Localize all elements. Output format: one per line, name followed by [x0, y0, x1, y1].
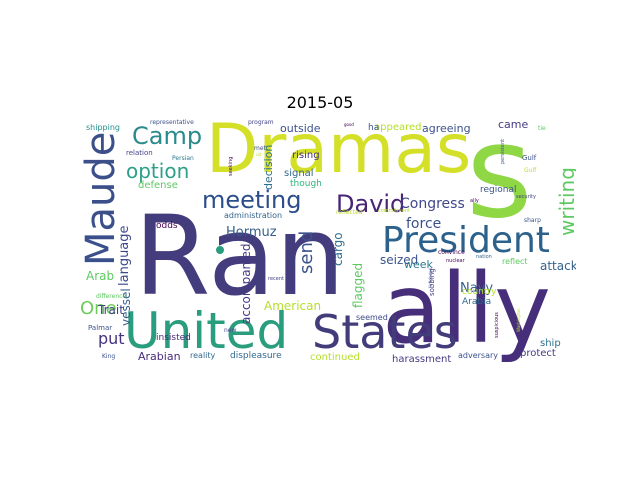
word-trait: Trait [97, 303, 124, 317]
word-new: new [224, 327, 236, 334]
word-outside: outside [280, 122, 321, 135]
word-signal: signal [284, 168, 314, 179]
word-recent: recent [268, 276, 284, 282]
word-ran: Ran [134, 192, 345, 320]
word-agreeing: agreeing [422, 122, 471, 135]
word-good: good [344, 122, 354, 127]
word-came: came [498, 118, 529, 131]
word-protect: protect [520, 348, 556, 359]
word-difference: difference [96, 293, 126, 300]
word-united: United [124, 302, 288, 360]
word-washington: Washington [516, 308, 521, 332]
word-arabia: Arabia [462, 297, 491, 307]
word-put: put [98, 329, 125, 348]
word-suspicious: suspicious [494, 312, 500, 338]
word-security: security [516, 194, 536, 200]
word-relation: relation [126, 149, 153, 157]
word-force: force [406, 216, 441, 232]
word-appeared: appeared [374, 122, 422, 133]
word-administration: administration [224, 211, 282, 220]
word-reality: reality [190, 351, 216, 360]
word-seized: seized [380, 253, 418, 267]
word-flagged: flagged [351, 263, 365, 308]
word-meeting: meeting [202, 186, 301, 214]
word-met: met [254, 145, 267, 152]
word-dramas: Dramas [206, 118, 471, 189]
word-convince: convince [438, 249, 465, 256]
word-send: send [296, 231, 317, 274]
word-attack: attack [540, 259, 576, 273]
word-odds: odds [156, 221, 178, 231]
word-one: One [80, 298, 117, 319]
word-reflect: reflect [502, 257, 528, 266]
word-king: King [102, 353, 115, 360]
word-arab: Arab [86, 269, 114, 283]
word-representative: representative [150, 119, 194, 126]
word-camp: Camp [132, 122, 202, 150]
word-navy: Navy [460, 281, 493, 296]
word-maude: Maude [80, 132, 124, 266]
word-president: President [382, 220, 550, 261]
word-defense: defense [138, 180, 178, 191]
word-gulf: Gulf [524, 167, 537, 174]
word-nation: nation [476, 254, 492, 260]
word-david: David [336, 190, 405, 218]
word-seemed: seemed [356, 313, 388, 322]
word-language: language [117, 225, 132, 286]
word-persian: Persian [172, 155, 194, 162]
word-nuclear: nuclear [446, 258, 466, 264]
word-american: American [264, 299, 321, 313]
word-sobbing: sobbing [428, 268, 436, 296]
word-though: though [290, 179, 322, 189]
word-commitment: commitment [378, 208, 410, 214]
word-week: week [404, 258, 434, 271]
word-tie: tie [538, 125, 546, 132]
word-shipping: shipping [86, 123, 120, 132]
word-reflected: reflected [336, 209, 363, 216]
word-ha: ha [368, 123, 379, 133]
word-ally: ally [470, 198, 479, 204]
word-continued: continued [310, 352, 360, 363]
word-vessel: vessel [119, 288, 133, 326]
word-insisted: insisted [156, 333, 191, 343]
word-gulf: Gulf [522, 154, 537, 162]
word-sharp: sharp [524, 217, 541, 224]
word-hormuz: Hormuz [226, 225, 277, 240]
word-displeasure: displeasure [230, 351, 282, 361]
chart-title: 2015-05 [286, 93, 354, 112]
word-cargo: cargo [331, 232, 345, 266]
word-seeking: seeking [228, 157, 234, 176]
word-s: s [466, 118, 533, 247]
word-decision: decision [262, 145, 275, 190]
word-persistent: persistent [500, 139, 506, 164]
word-congress: Congress [400, 196, 465, 212]
word-ship: ship [540, 338, 561, 349]
word-rising: rising [292, 150, 320, 161]
word-writing: writing [555, 167, 576, 236]
word-intended: intended [428, 268, 433, 286]
word-adversary: adversary [458, 351, 498, 360]
word-harassment: harassment [392, 354, 451, 365]
word-option: option [126, 159, 189, 183]
word-ult: ult [256, 152, 262, 157]
word-country: country [462, 287, 497, 297]
word-program: program [248, 119, 274, 126]
word-accompanied: accompanied [239, 244, 253, 325]
word-ally: ally [382, 253, 551, 365]
word-palmar: Palmar [88, 324, 112, 332]
word-states: States [312, 305, 458, 359]
word-regional: regional [480, 185, 516, 195]
dot-mark [216, 246, 224, 254]
word-arabian: Arabian [138, 350, 181, 363]
